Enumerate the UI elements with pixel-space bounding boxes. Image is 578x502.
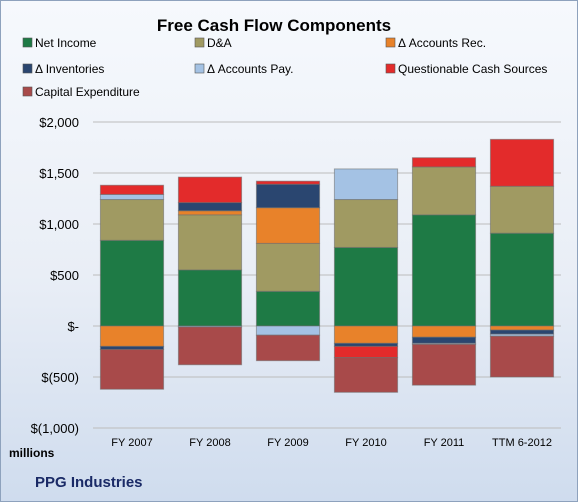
bar-segment [177, 202, 243, 212]
x-tick-label: FY 2009 [267, 437, 308, 449]
bar-segment [489, 185, 555, 234]
x-tick-label: FY 2011 [424, 437, 465, 449]
bar-segment [489, 138, 555, 187]
bar-segment [489, 232, 555, 327]
bar-segment [411, 157, 477, 168]
company-name: PPG Industries [35, 474, 143, 491]
legend-item: Capital Expenditure [22, 85, 140, 99]
legend-item: Δ Inventories [22, 62, 104, 76]
legend-swatch [194, 37, 205, 48]
legend-swatch [385, 63, 396, 74]
legend: Net Income D&A Δ Accounts Rec. Δ Inventorie… [22, 36, 547, 99]
legend-label: Δ Accounts Rec. [398, 36, 486, 50]
legend-swatch [385, 37, 396, 48]
x-tick-label: FY 2010 [345, 437, 386, 449]
bar-segment [99, 184, 165, 195]
x-tick-label: FY 2008 [189, 437, 230, 449]
legend-label: Capital Expenditure [35, 85, 140, 99]
bar-segment [411, 343, 477, 386]
legend-item: D&A [194, 36, 232, 50]
bar-segment [177, 326, 243, 366]
bar-segment [489, 335, 555, 378]
bar-segment [99, 325, 165, 347]
bar-segment [333, 246, 399, 327]
bar-segment [333, 357, 399, 393]
legend-item: Net Income [22, 36, 97, 50]
y-tick-label: $(500) [41, 370, 79, 385]
legend-label: D&A [207, 36, 232, 50]
legend-item: Δ Accounts Rec. [385, 36, 486, 50]
legend-item: Questionable Cash Sources [385, 62, 547, 76]
legend-swatch [22, 37, 33, 48]
bar-segment [255, 242, 321, 292]
bar-segment [99, 193, 165, 201]
bar-segment [255, 334, 321, 362]
bar-segment [177, 176, 243, 204]
bar-segment [333, 345, 399, 359]
bar-segment [333, 168, 399, 201]
x-tick-label: TTM 6-2012 [492, 437, 552, 449]
y-tick-label: $1,500 [39, 166, 79, 181]
legend-label: Δ Accounts Pay. [207, 62, 294, 76]
bar-segment [333, 325, 399, 344]
bar-segment [99, 199, 165, 241]
legend-swatch [194, 63, 205, 74]
y-axis-ticks: $2,000 $1,500 $1,000 $500 $- $(500) $(1,000) [31, 115, 79, 436]
bar-segment [489, 325, 555, 331]
bar-segment [333, 199, 399, 248]
bar-segment [489, 329, 555, 335]
bar-segment [255, 207, 321, 244]
bar-segment [255, 325, 321, 336]
bar-segment [99, 348, 165, 390]
bar-segment [255, 180, 321, 185]
unit-label: millions [9, 446, 55, 460]
bar-segment [99, 239, 165, 327]
bar-segment [255, 290, 321, 327]
bar-segment [177, 210, 243, 216]
bar-segment [411, 336, 477, 344]
legend-label: Net Income [35, 36, 97, 50]
legend-swatch [22, 86, 33, 97]
y-tick-label: $500 [50, 268, 79, 283]
bar-segment [177, 214, 243, 271]
x-tick-label: FY 2007 [111, 437, 152, 449]
bar-segment [411, 325, 477, 338]
bar-segment [177, 269, 243, 327]
legend-item: Δ Accounts Pay. [194, 62, 294, 76]
y-tick-label: $2,000 [39, 115, 79, 130]
chart-title: Free Cash Flow Components [157, 16, 391, 35]
gridlines [93, 121, 561, 429]
bars [99, 138, 555, 393]
x-axis-ticks: FY 2007 FY 2008 FY 2009 FY 2010 FY 2011 TTM 6… [111, 437, 552, 449]
y-tick-label: $1,000 [39, 217, 79, 232]
legend-swatch [22, 63, 33, 74]
legend-label: Questionable Cash Sources [398, 62, 547, 76]
legend-label: Δ Inventories [35, 62, 104, 76]
bar-segment [411, 166, 477, 216]
bar-segment [411, 214, 477, 327]
y-tick-label: $- [67, 319, 79, 334]
bar-segment [255, 183, 321, 209]
y-tick-label: $(1,000) [31, 421, 79, 436]
